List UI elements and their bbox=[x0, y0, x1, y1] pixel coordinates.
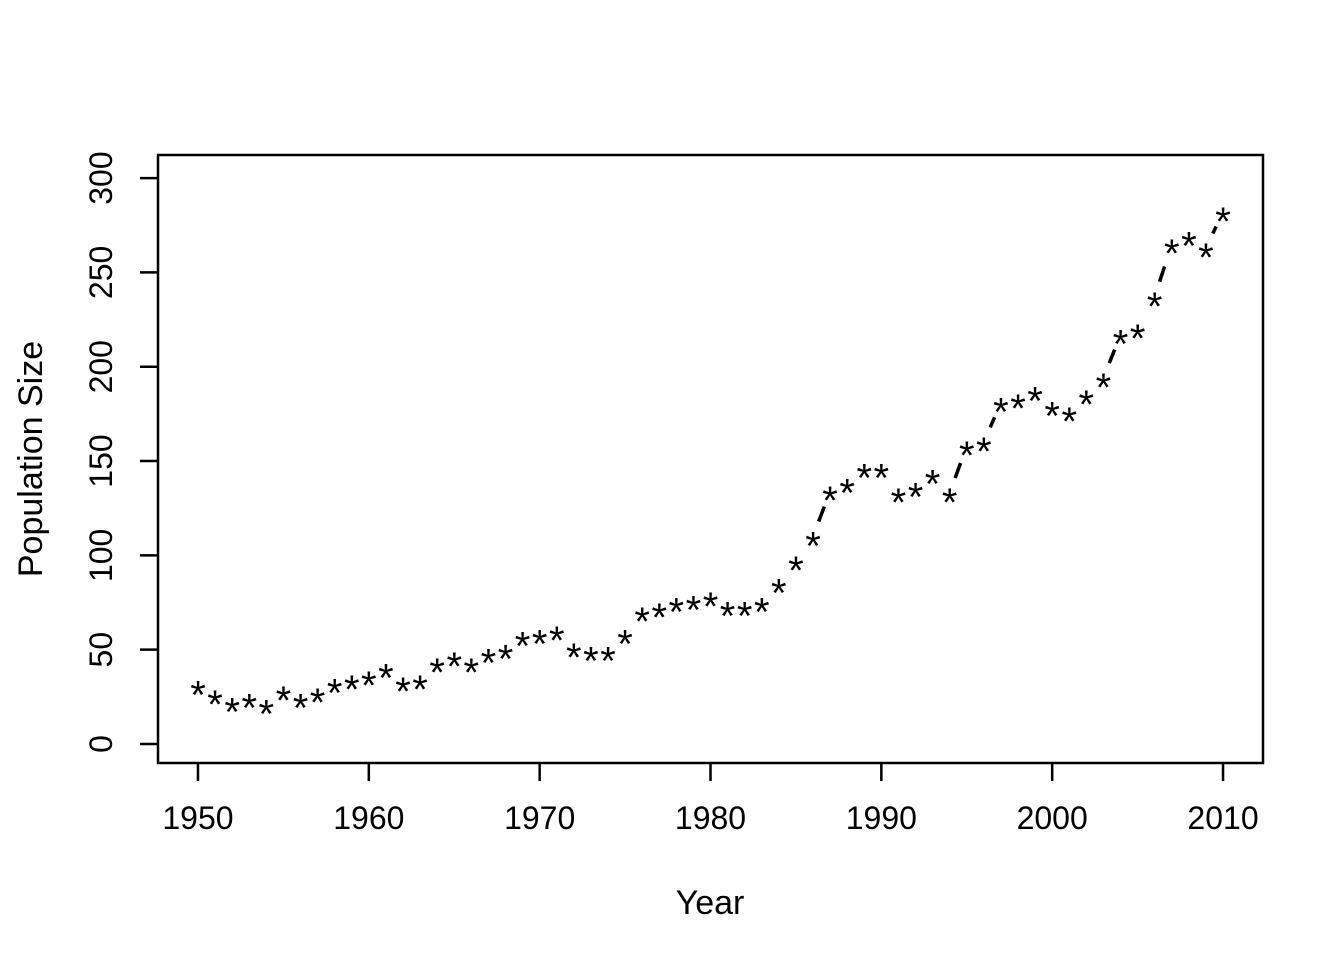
data-point-marker: * bbox=[549, 619, 565, 663]
data-point-marker: * bbox=[1010, 387, 1026, 431]
data-point-marker: * bbox=[822, 479, 838, 523]
y-tick-label: 300 bbox=[83, 151, 119, 204]
data-point-marker: * bbox=[327, 672, 343, 716]
data-point-marker: * bbox=[1113, 323, 1129, 367]
data-point-marker: * bbox=[925, 462, 941, 506]
data-point-marker: * bbox=[1027, 379, 1043, 423]
x-tick-label: 1990 bbox=[846, 800, 917, 836]
data-point-marker: * bbox=[1061, 400, 1077, 444]
y-tick-label: 50 bbox=[83, 632, 119, 668]
y-tick-label: 150 bbox=[83, 434, 119, 487]
data-point-marker: * bbox=[224, 691, 240, 735]
plot-border bbox=[156, 153, 1265, 765]
data-series: * * * * * * * * * * * * * * * * * * * * * * * * * ** * * * * * * * **** * *… bbox=[190, 200, 1231, 736]
data-point-marker: * bbox=[259, 692, 275, 736]
y-tick-label: 200 bbox=[83, 340, 119, 393]
data-point-marker: * bbox=[600, 640, 616, 684]
data-point-marker: * bbox=[703, 585, 719, 629]
data-point-marker: * bbox=[361, 664, 377, 708]
data-point-marker: * bbox=[651, 596, 667, 640]
y-axis-title: Population Size bbox=[12, 341, 50, 577]
data-point-marker: * bbox=[310, 681, 326, 725]
data-point-marker: * bbox=[1164, 232, 1180, 276]
data-point-marker: * bbox=[737, 594, 753, 638]
data-point-marker: * bbox=[754, 591, 770, 635]
data-point-marker: * bbox=[908, 475, 924, 519]
data-point-marker: * bbox=[207, 683, 223, 727]
data-point-marker: * bbox=[293, 687, 309, 731]
data-point-marker: * bbox=[583, 640, 599, 684]
data-point-marker: * bbox=[515, 624, 531, 668]
data-point-marker: * bbox=[856, 457, 872, 501]
data-point-marker: * bbox=[190, 674, 206, 718]
data-point-marker: * bbox=[720, 594, 736, 638]
x-tick-label: 2010 bbox=[1187, 800, 1258, 836]
data-point-marker: * bbox=[942, 481, 958, 525]
x-tick-label: 1980 bbox=[675, 800, 746, 836]
data-point-marker: * bbox=[976, 430, 992, 474]
data-point-marker: * bbox=[1096, 366, 1112, 410]
data-point-marker: * bbox=[1079, 383, 1095, 427]
connector-dash bbox=[988, 416, 997, 429]
data-point-marker: * bbox=[669, 591, 685, 635]
data-point-marker: * bbox=[241, 687, 257, 731]
data-point-marker: * bbox=[532, 623, 548, 667]
connector-dash bbox=[953, 460, 963, 479]
axes-layer: 1950 1960 1970 1980 1990 2000 2010 0 50 100 150 200… bbox=[83, 151, 1265, 836]
data-point-marker: * bbox=[1215, 200, 1231, 244]
data-point-marker: * bbox=[839, 472, 855, 516]
data-point-marker: * bbox=[805, 525, 821, 569]
data-point-marker: * bbox=[446, 645, 462, 689]
connector-dash bbox=[1211, 225, 1218, 235]
connector-dash bbox=[1107, 348, 1117, 364]
data-point-marker: * bbox=[1130, 317, 1146, 361]
x-axis-title: Year bbox=[676, 884, 745, 922]
data-point-marker: * bbox=[464, 651, 480, 695]
data-point-marker: * bbox=[1147, 285, 1163, 329]
y-tick-label: 0 bbox=[83, 735, 119, 753]
data-point-marker: * bbox=[481, 641, 497, 685]
data-point-marker: * bbox=[1044, 394, 1060, 438]
data-point-marker: * bbox=[771, 572, 787, 616]
data-point-marker: * bbox=[566, 636, 582, 680]
y-tick-label: 100 bbox=[83, 529, 119, 582]
data-point-marker: * bbox=[429, 651, 445, 695]
data-point-marker: * bbox=[891, 481, 907, 525]
connector-dash bbox=[817, 505, 827, 523]
x-tick-label: 1970 bbox=[504, 800, 575, 836]
data-point-marker: * bbox=[874, 457, 890, 501]
data-point-marker: * bbox=[1181, 225, 1197, 269]
connector-dash bbox=[1157, 258, 1169, 283]
data-point-marker: * bbox=[498, 638, 514, 682]
x-tick-label: 2000 bbox=[1017, 800, 1088, 836]
data-point-marker: * bbox=[993, 391, 1009, 435]
data-point-marker: * bbox=[378, 657, 394, 701]
data-point-marker: * bbox=[788, 549, 804, 593]
data-point-marker: * bbox=[395, 670, 411, 714]
y-tick-label: 250 bbox=[83, 246, 119, 299]
x-tick-label: 1950 bbox=[162, 800, 233, 836]
data-point-marker: * bbox=[959, 434, 975, 478]
data-point-marker: * bbox=[617, 623, 633, 667]
data-point-marker: * bbox=[634, 600, 650, 644]
data-point-marker: * bbox=[412, 668, 428, 712]
data-point-marker: * bbox=[1198, 236, 1214, 280]
data-point-marker: * bbox=[344, 668, 360, 712]
data-point-marker: * bbox=[686, 589, 702, 633]
data-point-marker: * bbox=[276, 679, 292, 723]
x-tick-label: 1960 bbox=[333, 800, 404, 836]
